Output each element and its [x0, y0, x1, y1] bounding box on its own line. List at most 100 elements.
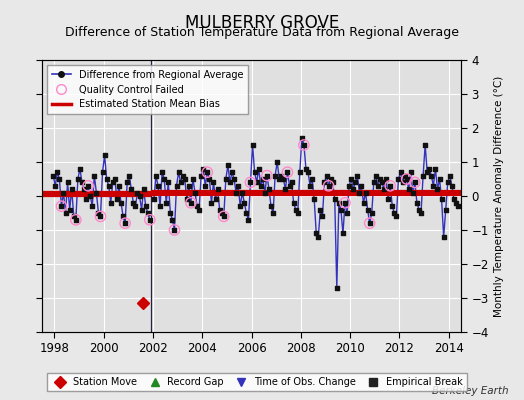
- Point: [51, 182, 60, 189]
- Point: [326, 176, 335, 182]
- Point: [158, 169, 166, 175]
- Point: [362, 189, 370, 196]
- Point: [55, 176, 63, 182]
- Point: [96, 213, 105, 220]
- Point: [409, 189, 417, 196]
- Point: [308, 176, 316, 182]
- Point: [273, 159, 281, 165]
- Point: [104, 182, 113, 189]
- Point: [298, 135, 306, 141]
- Point: [435, 176, 444, 182]
- Point: [222, 176, 230, 182]
- Point: [291, 206, 300, 213]
- Point: [300, 142, 308, 148]
- Point: [96, 213, 105, 220]
- Point: [82, 196, 90, 202]
- Point: [302, 166, 310, 172]
- Point: [146, 216, 154, 223]
- Point: [211, 196, 220, 202]
- Point: [111, 176, 119, 182]
- Point: [166, 210, 174, 216]
- Point: [187, 200, 195, 206]
- Point: [283, 169, 292, 175]
- Point: [359, 200, 368, 206]
- Point: [101, 152, 109, 158]
- Point: [400, 172, 409, 179]
- Point: [209, 179, 217, 186]
- Point: [127, 186, 136, 192]
- Point: [117, 200, 125, 206]
- Point: [353, 172, 362, 179]
- Point: [70, 213, 78, 220]
- Point: [242, 210, 250, 216]
- Point: [405, 186, 413, 192]
- Point: [244, 216, 253, 223]
- Point: [337, 206, 345, 213]
- Point: [61, 210, 70, 216]
- Point: [259, 176, 267, 182]
- Point: [411, 179, 419, 186]
- Point: [345, 182, 353, 189]
- Point: [181, 176, 189, 182]
- Point: [139, 186, 148, 192]
- Point: [421, 142, 429, 148]
- Point: [300, 142, 308, 148]
- Point: [306, 182, 314, 189]
- Point: [261, 189, 269, 196]
- Point: [417, 210, 425, 216]
- Text: Berkeley Earth: Berkeley Earth: [432, 386, 508, 396]
- Point: [402, 176, 411, 182]
- Legend: Station Move, Record Gap, Time of Obs. Change, Empirical Break: Station Move, Record Gap, Time of Obs. C…: [47, 373, 466, 391]
- Point: [390, 210, 399, 216]
- Point: [331, 196, 339, 202]
- Point: [217, 210, 226, 216]
- Point: [137, 206, 146, 213]
- Point: [286, 182, 294, 189]
- Point: [191, 189, 199, 196]
- Point: [355, 189, 364, 196]
- Point: [396, 169, 405, 175]
- Point: [182, 196, 191, 202]
- Point: [442, 206, 450, 213]
- Point: [304, 169, 312, 175]
- Point: [324, 182, 333, 189]
- Point: [433, 186, 442, 192]
- Point: [367, 210, 376, 216]
- Point: [438, 196, 446, 202]
- Point: [386, 182, 395, 189]
- Point: [119, 213, 127, 220]
- Point: [357, 182, 366, 189]
- Point: [195, 206, 203, 213]
- Point: [84, 182, 92, 189]
- Point: [427, 172, 435, 179]
- Point: [199, 166, 208, 172]
- Legend: Difference from Regional Average, Quality Control Failed, Estimated Station Mean: Difference from Regional Average, Qualit…: [47, 65, 248, 114]
- Point: [296, 169, 304, 175]
- Point: [310, 196, 319, 202]
- Point: [90, 172, 99, 179]
- Point: [53, 169, 61, 175]
- Point: [374, 182, 382, 189]
- Y-axis label: Monthly Temperature Anomaly Difference (°C): Monthly Temperature Anomaly Difference (…: [495, 75, 505, 317]
- Point: [170, 227, 179, 233]
- Point: [316, 206, 324, 213]
- Point: [144, 210, 152, 216]
- Point: [341, 200, 349, 206]
- Point: [341, 200, 349, 206]
- Point: [76, 166, 84, 172]
- Point: [208, 200, 216, 206]
- Point: [452, 200, 460, 206]
- Point: [172, 182, 181, 189]
- Point: [277, 172, 286, 179]
- Point: [86, 193, 94, 199]
- Point: [263, 172, 271, 179]
- Point: [351, 179, 359, 186]
- Point: [411, 179, 419, 186]
- Point: [423, 169, 431, 175]
- Point: [129, 200, 137, 206]
- Point: [78, 179, 86, 186]
- Point: [314, 234, 322, 240]
- Point: [174, 169, 183, 175]
- Point: [382, 176, 390, 182]
- Point: [201, 182, 210, 189]
